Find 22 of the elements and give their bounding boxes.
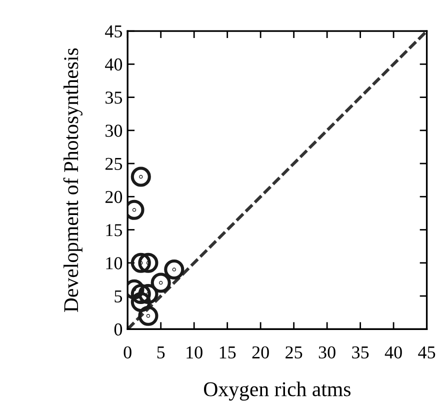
x-tick-label: 15 — [220, 346, 236, 359]
y-tick-label: 40 — [105, 58, 122, 71]
y-tick-label: 35 — [106, 92, 122, 104]
x-tick-label: 0 — [124, 346, 132, 359]
x-tick-label: 5 — [157, 346, 165, 359]
y-tick-label: 5 — [114, 290, 122, 302]
x-tick-label: 40 — [384, 346, 402, 359]
y-tick-label: 15 — [106, 224, 122, 236]
y-axis-title: Development of Photosynthesis — [63, 48, 82, 312]
y-tick-label: 45 — [105, 25, 122, 38]
y-tick-label: 25 — [105, 158, 122, 170]
y-tick-label: 10 — [106, 257, 122, 270]
y-tick-label: 0 — [114, 323, 122, 336]
x-tick-label: 20 — [252, 346, 269, 359]
y-tick-label: 30 — [106, 124, 122, 137]
x-tick-label: 30 — [318, 346, 336, 359]
x-tick-label: 10 — [186, 346, 202, 359]
x-axis-title: Oxygen rich atms — [204, 382, 350, 401]
x-tick-label: 35 — [352, 346, 369, 359]
y-tick-label: 20 — [105, 190, 122, 204]
x-tick-label: 25 — [286, 346, 302, 359]
x-tick-label: 45 — [418, 346, 436, 359]
